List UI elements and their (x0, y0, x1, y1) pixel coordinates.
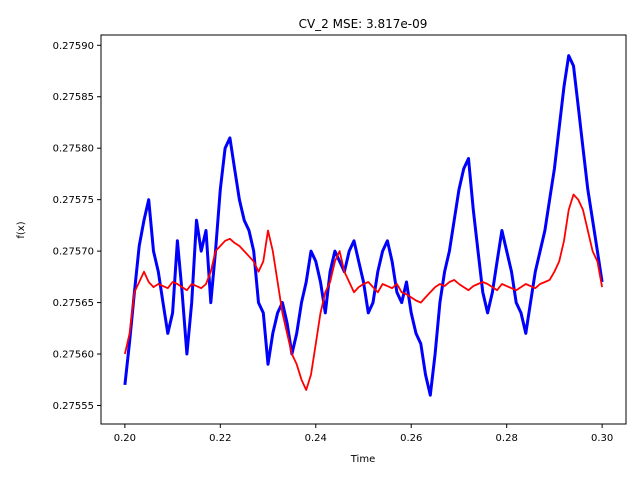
y-axis-label: f(x) (16, 221, 27, 238)
y-tick-label: 0.27575 (53, 195, 94, 206)
axes-frame (100, 34, 627, 425)
y-axis-ticks: 0.27555 0.27560 0.27565 0.27570 0.27575 0.275… (53, 41, 101, 412)
y-tick-label: 0.27580 (53, 144, 94, 155)
plot-area (123, 54, 604, 397)
y-tick-label: 0.27555 (53, 401, 94, 412)
x-tick-label: 0.30 (591, 433, 613, 444)
y-tick-label: 0.27590 (53, 41, 94, 52)
chart-title: CV_2 MSE: 3.817e-09 (299, 17, 428, 31)
y-tick-label: 0.27570 (53, 247, 94, 258)
series-line-1 (123, 54, 604, 397)
x-axis-ticks: 0.20 0.22 0.24 0.26 0.28 0.30 (114, 424, 613, 444)
x-tick-label: 0.20 (114, 433, 136, 444)
x-tick-label: 0.24 (305, 433, 327, 444)
series-line-2 (124, 193, 603, 391)
y-tick-label: 0.27565 (53, 298, 94, 309)
x-tick-label: 0.26 (400, 433, 422, 444)
x-axis-label: Time (350, 454, 375, 465)
y-tick-label: 0.27585 (53, 92, 94, 103)
x-tick-label: 0.28 (496, 433, 518, 444)
y-tick-label: 0.27560 (53, 350, 94, 361)
x-tick-label: 0.22 (209, 433, 231, 444)
